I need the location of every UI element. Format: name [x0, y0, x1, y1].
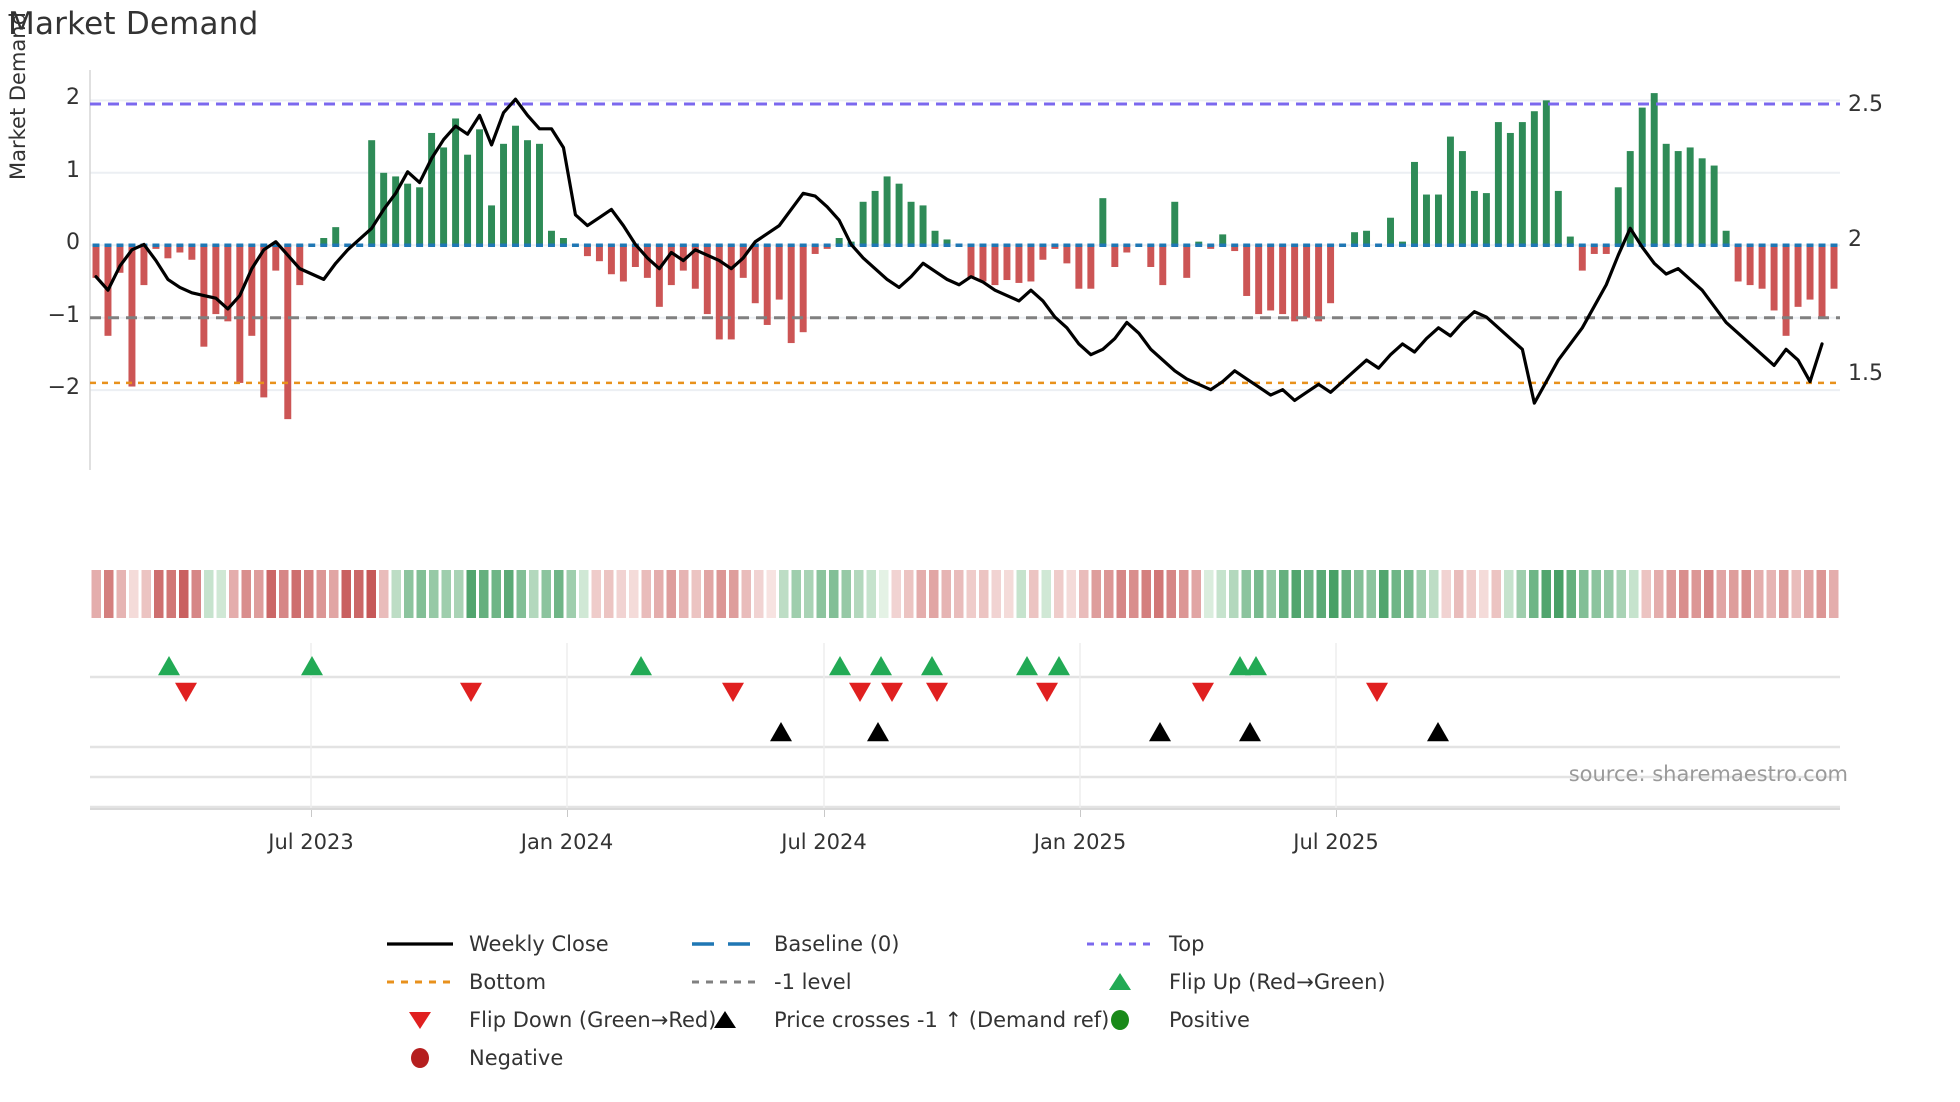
legend-entry[interactable]: Bottom: [385, 963, 546, 1001]
chart-legend: Weekly Close Baseline (0) Top Bottom -1 leve…: [0, 925, 1960, 1095]
x-tick-mark: [567, 808, 568, 817]
y-tick-left: 2: [66, 85, 80, 111]
legend-entry[interactable]: Flip Up (Red→Green): [1085, 963, 1386, 1001]
main-plot-area: [89, 70, 1840, 470]
x-tick-mark: [1080, 808, 1081, 817]
legend-entry[interactable]: Top: [1085, 925, 1204, 963]
x-axis: Jul 2023 Jan 2024 Jul 2024 Jan 2025 Jul 2025: [90, 808, 1840, 868]
y-tick-left: 0: [66, 230, 80, 256]
legend-triangle-up-icon: [1085, 970, 1155, 994]
heatmap-svg: [91, 570, 1839, 618]
legend-label: Price crosses -1 ↑ (Demand ref): [774, 1008, 1110, 1032]
legend-entry[interactable]: Negative: [385, 1039, 563, 1077]
y-tick-left: −1: [47, 302, 80, 328]
legend-label: Flip Down (Green→Red): [469, 1008, 717, 1032]
x-tick-label: Jul 2024: [781, 830, 867, 854]
page-title: Market Demand: [8, 6, 259, 42]
y-tick-right: 1.5: [1848, 361, 1883, 387]
legend-triangle-down-icon: [385, 1008, 455, 1032]
x-tick-label: Jan 2025: [1033, 830, 1127, 854]
legend-entry[interactable]: Positive: [1085, 1001, 1250, 1039]
legend-entry[interactable]: Weekly Close: [385, 925, 609, 963]
marker-rows: [90, 643, 1840, 810]
y-tick-left: −2: [47, 375, 80, 401]
x-tick-label: Jan 2024: [520, 830, 614, 854]
x-tick-label: Jul 2023: [268, 830, 354, 854]
legend-entry[interactable]: -1 level: [690, 963, 852, 1001]
legend-line-dotted-icon: [1085, 932, 1155, 956]
legend-label: Positive: [1169, 1008, 1250, 1032]
marker-svg: [90, 643, 1840, 810]
y-tick-right: 2.5: [1848, 92, 1883, 118]
legend-entry[interactable]: Baseline (0): [690, 925, 899, 963]
legend-label: Top: [1169, 932, 1205, 956]
legend-line-dotted-icon: [690, 970, 760, 994]
source-attribution: source: sharemaestro.com: [1568, 762, 1848, 786]
legend-triangle-up-icon: [690, 1008, 760, 1032]
y-tick-right: 2: [1848, 226, 1862, 252]
x-tick-label: Jul 2025: [1293, 830, 1379, 854]
legend-circle-icon: [1085, 1008, 1155, 1032]
legend-line-dotted-icon: [385, 970, 455, 994]
y-tick-left: 1: [66, 157, 80, 183]
x-axis-line: [90, 808, 1840, 810]
legend-label: Baseline (0): [774, 932, 900, 956]
legend-label: Negative: [469, 1046, 564, 1070]
legend-line-dashed-wide-icon: [690, 932, 760, 956]
legend-entry[interactable]: Flip Down (Green→Red): [385, 1001, 716, 1039]
legend-label: Flip Up (Red→Green): [1169, 970, 1386, 994]
x-tick-mark: [824, 808, 825, 817]
legend-circle-icon: [385, 1046, 455, 1070]
demand-price-plot: [89, 70, 1840, 470]
legend-label: Bottom: [469, 970, 547, 994]
legend-label: Weekly Close: [469, 932, 609, 956]
legend-label: -1 level: [774, 970, 852, 994]
x-tick-mark: [1336, 808, 1337, 817]
legend-line-solid-icon: [385, 932, 455, 956]
legend-entry[interactable]: Price crosses -1 ↑ (Demand ref): [690, 1001, 1109, 1039]
demand-heatmap-strip: [90, 568, 1840, 620]
x-tick-mark: [311, 808, 312, 817]
